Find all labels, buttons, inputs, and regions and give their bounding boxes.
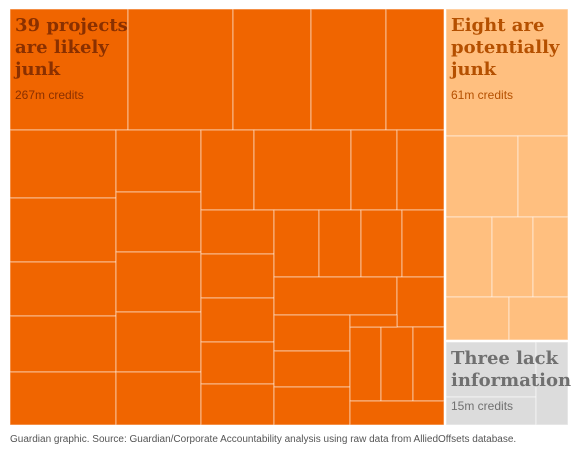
project-tile — [445, 296, 510, 341]
group-title-line: Eight are — [451, 15, 544, 36]
project-tile — [273, 350, 351, 388]
project-tile — [396, 276, 445, 328]
project-tile — [445, 135, 519, 218]
project-tile — [273, 386, 351, 426]
project-tile — [127, 8, 234, 131]
group-title-line: are likely — [15, 37, 109, 58]
project-tile — [115, 129, 202, 193]
group-credits-label: 61m credits — [451, 88, 513, 102]
group-title-line: junk — [449, 59, 497, 80]
project-tile — [310, 8, 387, 131]
project-tile — [508, 296, 569, 341]
project-tile — [9, 8, 129, 131]
project-tile — [115, 311, 202, 373]
group-title-line: information — [451, 370, 571, 391]
project-tile — [200, 129, 255, 211]
group-title-line: 39 projects — [15, 15, 128, 36]
project-tile — [349, 400, 445, 426]
group-title-line: Three lack — [451, 348, 559, 369]
project-tile — [396, 129, 445, 211]
project-tile — [273, 209, 320, 278]
project-tile — [380, 326, 414, 402]
project-tile — [9, 371, 117, 426]
group-credits-label: 267m credits — [15, 88, 84, 102]
project-tile — [401, 209, 445, 278]
project-tile — [200, 209, 275, 255]
group-title-line: potentially — [451, 37, 560, 58]
project-tile — [318, 209, 362, 278]
group-credits-label: 15m credits — [451, 399, 513, 413]
project-tile — [253, 129, 352, 211]
project-tile — [445, 8, 569, 137]
group-title-line: junk — [13, 59, 61, 80]
project-tile — [200, 383, 275, 426]
project-tile — [9, 129, 117, 199]
project-tile — [115, 251, 202, 313]
project-tile — [532, 216, 569, 298]
project-tile — [273, 314, 351, 352]
project-tile — [9, 261, 117, 317]
project-tile — [517, 135, 569, 218]
project-tile — [200, 253, 275, 299]
project-tile — [445, 396, 537, 426]
project-tile — [200, 341, 275, 385]
project-tile — [349, 314, 398, 328]
project-tile — [273, 276, 398, 316]
project-tile — [385, 8, 445, 131]
project-tile — [445, 216, 493, 298]
project-tile — [232, 8, 312, 131]
project-tile — [349, 326, 382, 402]
project-tile — [9, 197, 117, 263]
project-tile — [9, 315, 117, 373]
project-tile — [200, 297, 275, 343]
source-note: Guardian graphic. Source: Guardian/Corpo… — [10, 434, 517, 445]
project-tile — [115, 191, 202, 253]
project-tile — [491, 216, 534, 298]
project-tile — [360, 209, 403, 278]
project-tile — [115, 371, 202, 426]
project-tile — [412, 326, 445, 402]
project-tile — [350, 129, 398, 211]
